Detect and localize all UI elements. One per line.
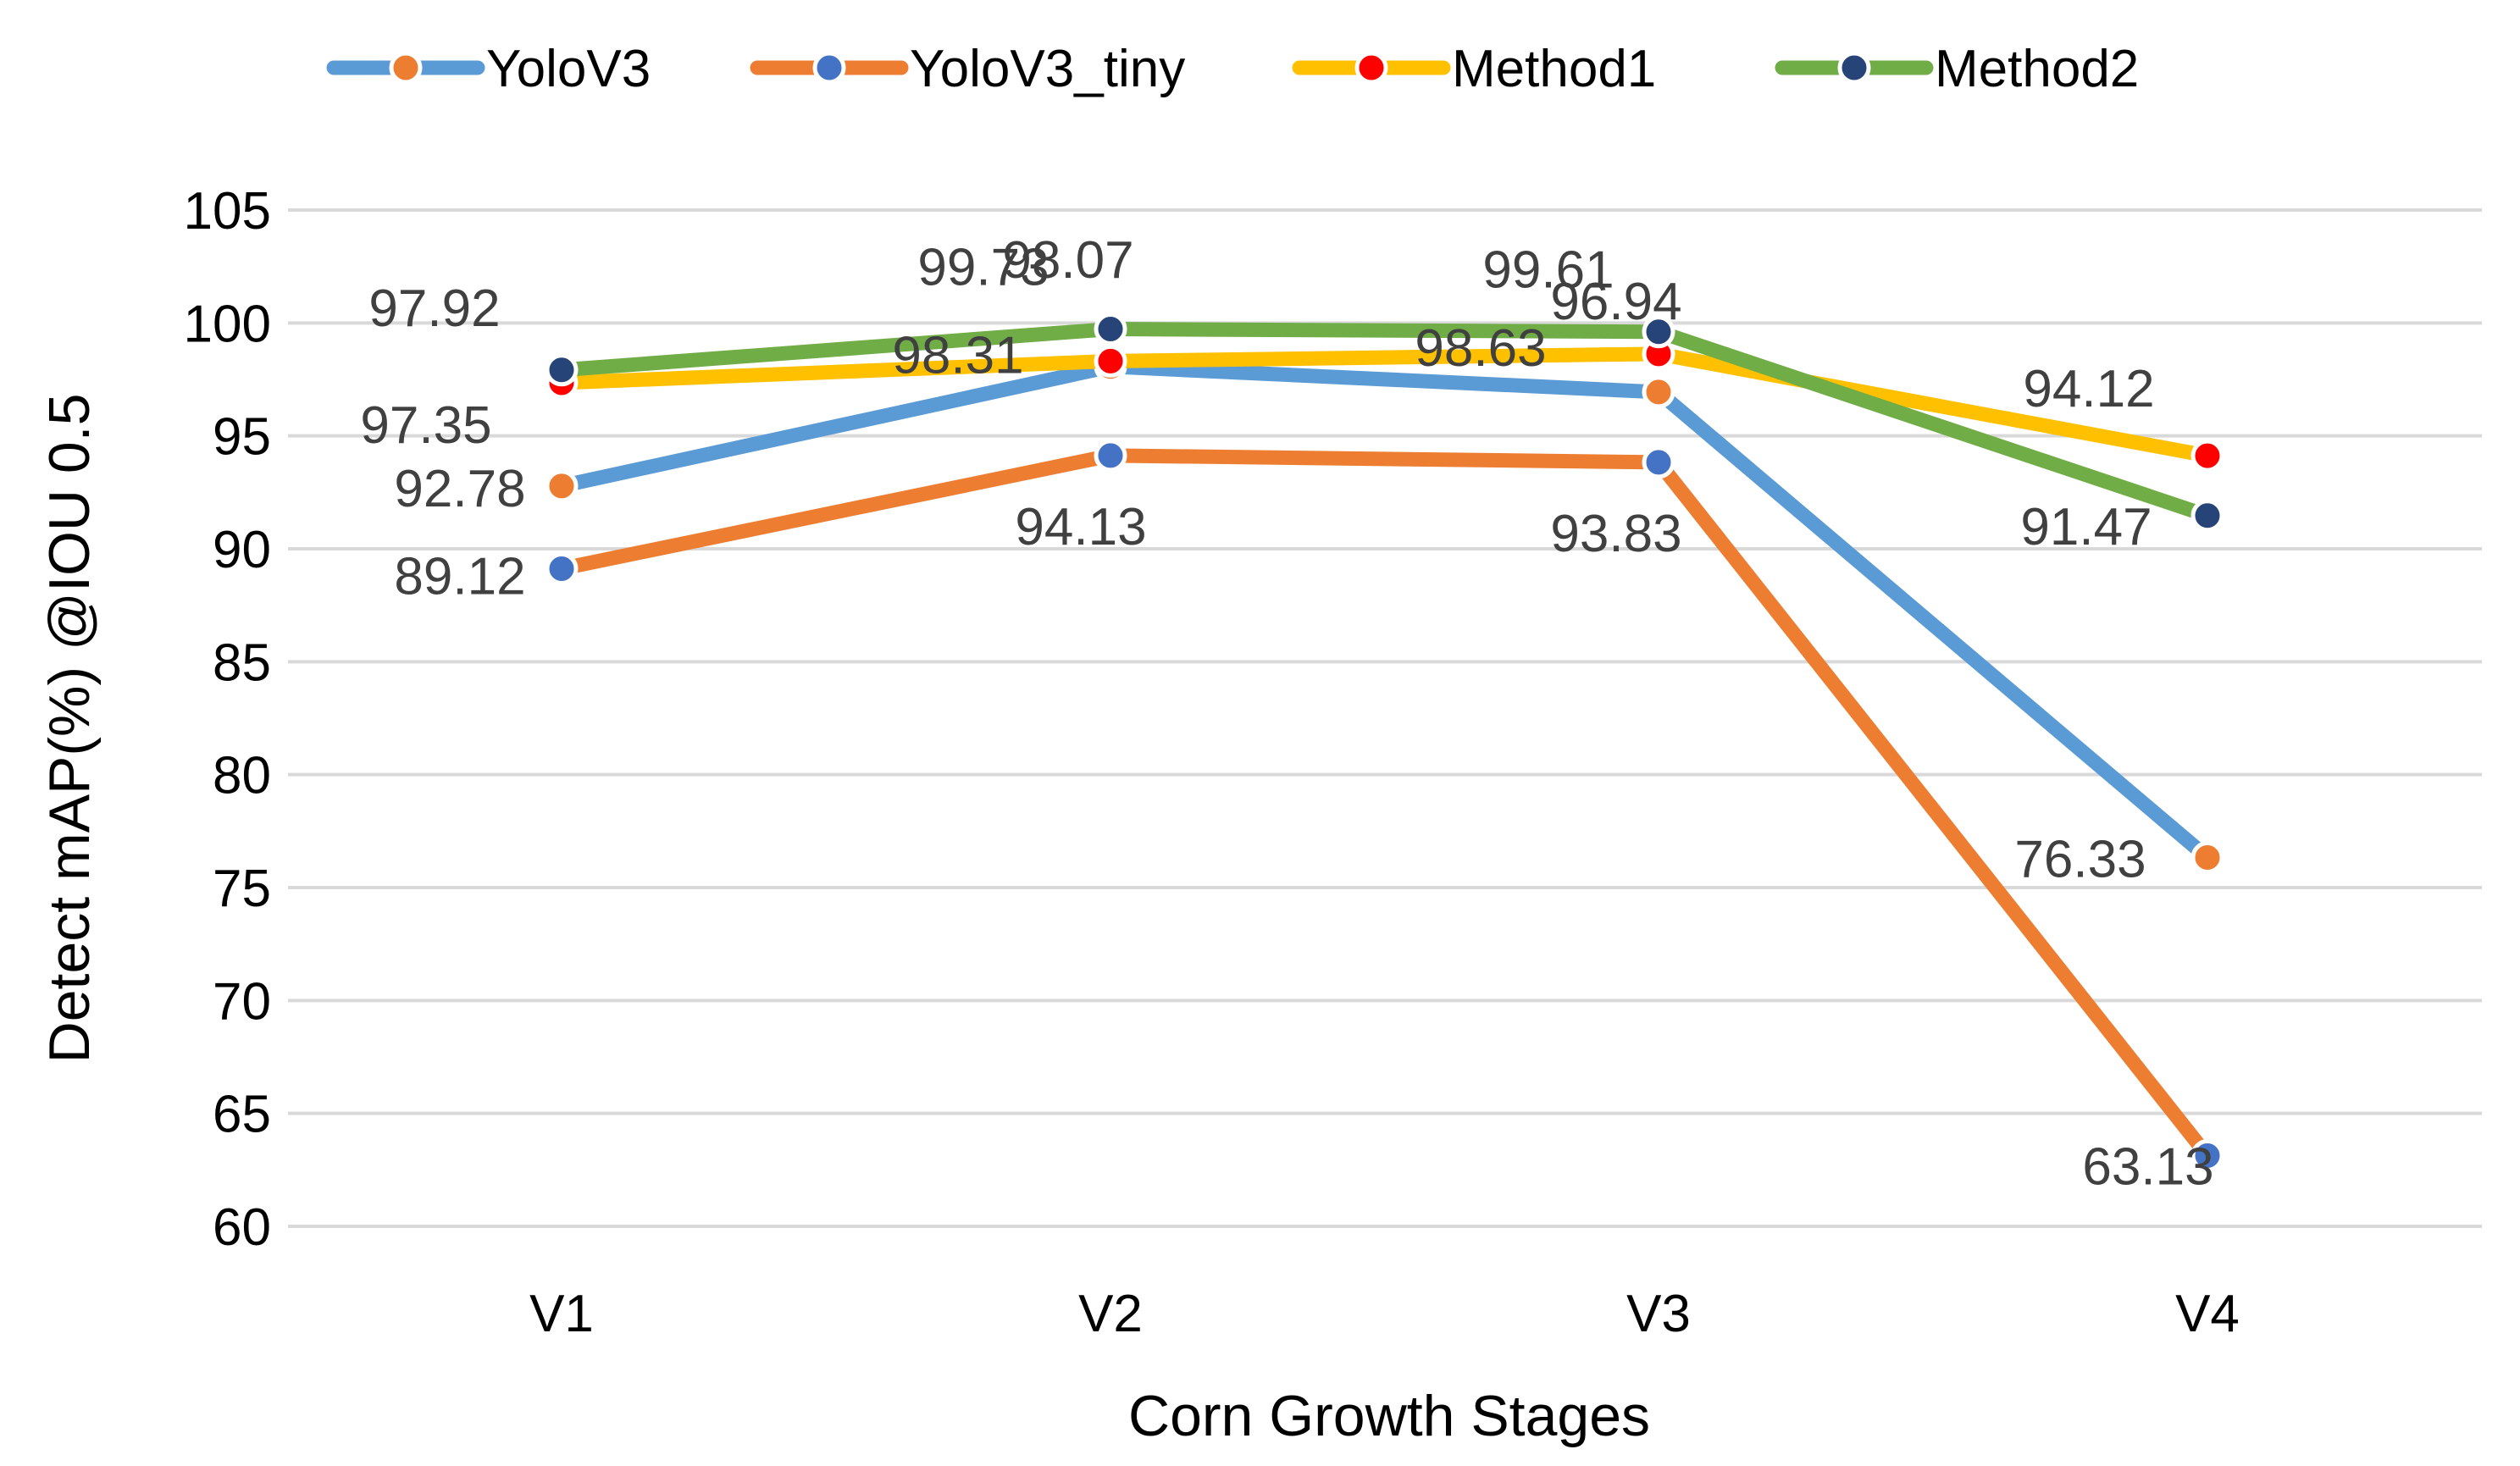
data-point [1642, 445, 1675, 479]
series-line [554, 359, 2215, 866]
data-point [2190, 1139, 2224, 1173]
data-label: 98.63 [1415, 319, 1546, 378]
y-tick-label: 75 [213, 860, 271, 918]
series-line [554, 448, 2215, 1164]
data-label: 99.61 [1482, 241, 1614, 300]
data-point [2190, 841, 2224, 875]
data-label: 89.12 [394, 547, 525, 606]
series-method2 [545, 313, 2224, 533]
legend-swatch-marker [812, 51, 846, 85]
data-label: 94.12 [2023, 360, 2154, 418]
y-tick-label: 95 [213, 408, 271, 467]
y-tick-label: 80 [213, 747, 271, 805]
data-label: 97.35 [360, 396, 491, 455]
y-tick-label: 65 [213, 1086, 271, 1144]
data-point [1094, 344, 1127, 378]
x-tick-label: V2 [1078, 1285, 1143, 1343]
data-label: 93.83 [1550, 505, 1681, 563]
data-label: 76.33 [2014, 831, 2146, 889]
data-label: 98.31 [892, 326, 1023, 384]
series-line [554, 346, 2215, 463]
legend-item: YoloV3 [326, 40, 651, 98]
legend-label: Method2 [1935, 40, 2139, 98]
data-point [1642, 375, 1675, 409]
y-tick-label: 60 [213, 1198, 271, 1257]
legend-item: YoloV3_tiny [750, 40, 1185, 98]
series-line [554, 322, 2215, 523]
data-label: 94.13 [1015, 498, 1146, 556]
y-tick-label: 90 [213, 521, 271, 579]
data-point [545, 469, 579, 503]
x-axis-title: Corn Growth Stages [1128, 1384, 1650, 1448]
legend-item: Method2 [1775, 40, 2139, 98]
data-label: 99.73 [917, 239, 1049, 297]
x-tick-label: V4 [2175, 1285, 2240, 1343]
legend-item: Method1 [1292, 40, 1656, 98]
y-tick-label: 100 [184, 295, 271, 353]
x-axis-ticks: V1 V2 V3 V4 [529, 1285, 2240, 1343]
data-label: 97.92 [368, 279, 500, 338]
data-point [545, 551, 579, 585]
data-label: 63.13 [2082, 1138, 2213, 1197]
data-point [1094, 313, 1127, 346]
data-point [2190, 439, 2224, 473]
data-point [545, 353, 579, 387]
data-point [2190, 499, 2224, 533]
legend: YoloV3 YoloV3_tiny Method1 Method2 [326, 40, 2139, 98]
data-label: 92.78 [394, 460, 525, 518]
legend-label: Method1 [1452, 40, 1656, 98]
legend-swatch-marker [1354, 51, 1388, 85]
series-yolov3 [545, 350, 2224, 875]
y-axis-ticks: 60 65 70 75 80 85 90 95 100 105 [184, 182, 271, 1257]
series-layer [545, 313, 2224, 1173]
data-label: 96.94 [1550, 273, 1681, 331]
y-tick-label: 70 [213, 972, 271, 1031]
legend-swatch-marker [389, 51, 423, 85]
data-labels: 92.78 98.07 96.94 76.33 89.12 94.13 93.83 63.13… [360, 231, 2213, 1197]
legend-label: YoloV3_tiny [910, 40, 1185, 98]
y-tick-label: 85 [213, 633, 271, 692]
y-tick-label: 105 [184, 182, 271, 241]
legend-label: YoloV3 [486, 40, 651, 98]
series-yolov3-tiny [545, 439, 2224, 1173]
data-point [1642, 315, 1675, 349]
data-label: 91.47 [2020, 498, 2152, 556]
x-tick-label: V1 [529, 1285, 594, 1343]
legend-swatch-marker [1837, 51, 1871, 85]
data-point [1094, 439, 1127, 473]
y-axis-title: Detect mAP(%) @IOU 0.5 [37, 394, 102, 1064]
data-label: 98.07 [1002, 231, 1133, 290]
x-tick-label: V3 [1626, 1285, 1691, 1343]
